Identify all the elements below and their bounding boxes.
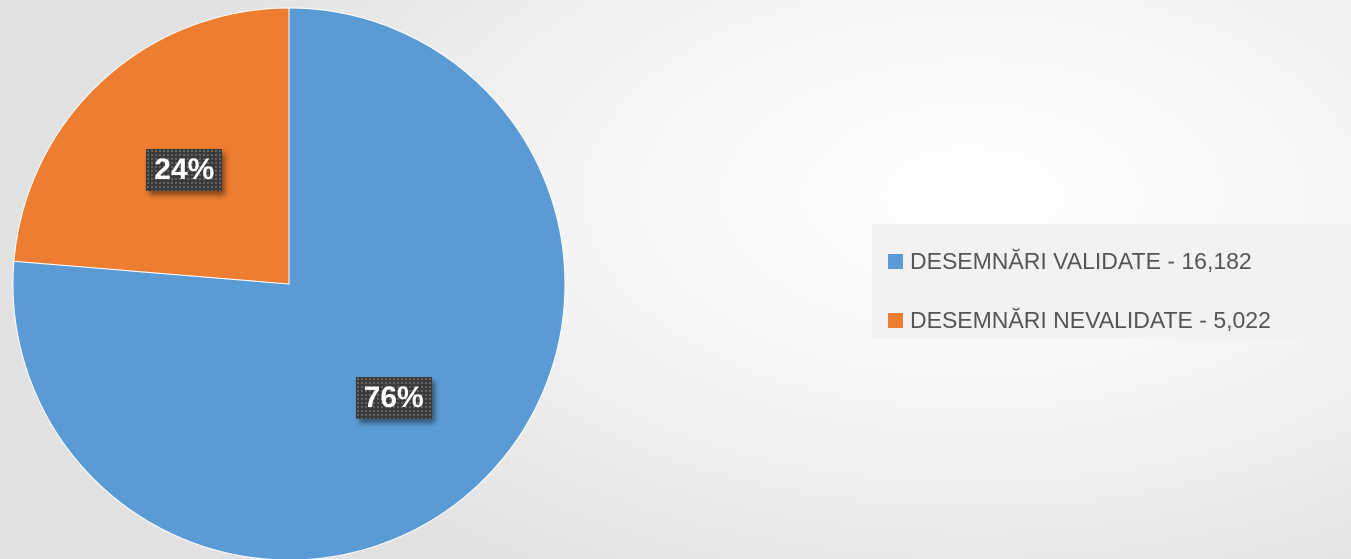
pie-slice-validate bbox=[12, 7, 566, 559]
pie-slice-nevalidate bbox=[13, 7, 290, 285]
legend-label-validate: DESEMNĂRI VALIDATE - 16,182 bbox=[910, 247, 1252, 274]
legend-swatch-validate bbox=[888, 253, 903, 269]
data-label-nevalidate: 24% bbox=[146, 149, 223, 192]
data-label-validate: 76% bbox=[355, 376, 432, 419]
legend-label-nevalidate: DESEMNĂRI NEVALIDATE - 5,022 bbox=[910, 306, 1271, 333]
legend-item-nevalidate: DESEMNĂRI NEVALIDATE - 5,022 bbox=[888, 305, 1351, 335]
legend-swatch-nevalidate bbox=[888, 312, 903, 328]
legend: DESEMNĂRI VALIDATE - 16,182 DESEMNĂRI NE… bbox=[872, 224, 1351, 339]
legend-item-validate: DESEMNĂRI VALIDATE - 16,182 bbox=[888, 246, 1351, 276]
